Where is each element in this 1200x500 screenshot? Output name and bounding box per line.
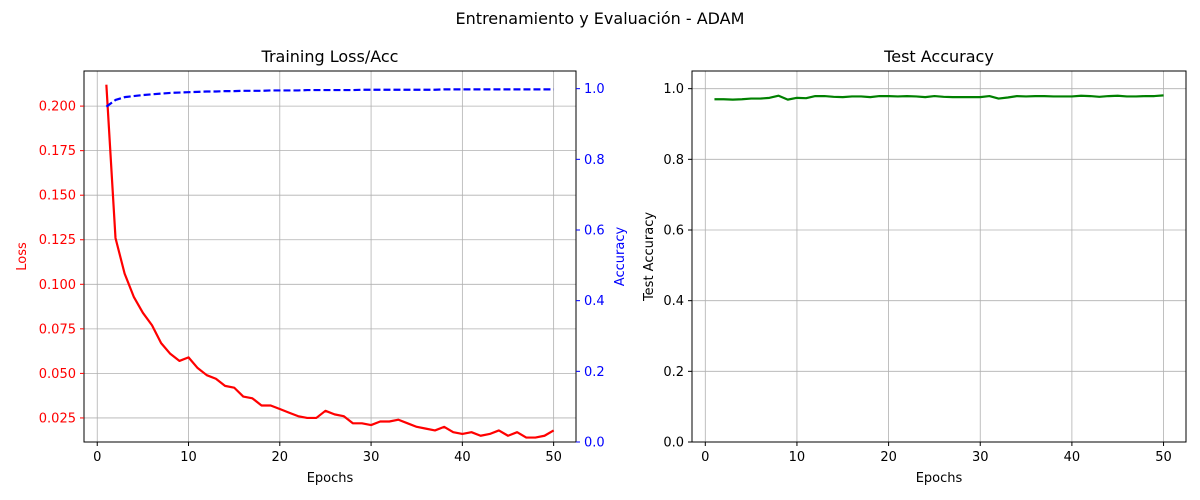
y-tick-label: 0.100: [39, 278, 76, 293]
x-tick-label: 20: [272, 450, 289, 465]
y-right-tick-label: 0.6: [584, 224, 605, 239]
grid: [692, 71, 1186, 443]
x-tick-label: 30: [972, 450, 989, 465]
y-right-tick-label: 0.4: [584, 294, 605, 309]
axes-frame: [83, 70, 577, 443]
y-tick-label: 1.0: [663, 82, 684, 97]
x-tick-label: 10: [180, 450, 197, 465]
y-tick-label: 0.2: [663, 365, 684, 380]
x-tick-label: 40: [454, 450, 471, 465]
x-tick-label: 50: [545, 450, 562, 465]
x-tick-label: 20: [880, 450, 897, 465]
y-tick-label: 0.175: [39, 144, 76, 159]
training-loss-acc-panel: 0 10 20 30 40 50 0.025 0.050 0.075 0.100 0.125 0.15…: [15, 47, 628, 486]
x-tick-label: 10: [789, 450, 806, 465]
panel-title: Training Loss/Acc: [261, 47, 399, 66]
y-tick-label: 0.4: [663, 294, 684, 309]
y-right-tick-label: 0.0: [584, 436, 605, 451]
y-tick-label: 0.150: [39, 189, 76, 204]
y-right-tick-label: 0.2: [584, 365, 605, 380]
y-tick-label: 0.025: [39, 411, 76, 426]
y-tick-label: 0.200: [39, 100, 76, 115]
y-right-axis-label: Accuracy: [613, 227, 628, 287]
grid: [84, 71, 576, 442]
y-tick-label: 0.8: [663, 153, 684, 168]
x-tick-label: 30: [363, 450, 380, 465]
x-axis-label: Epochs: [916, 471, 963, 486]
axes-frame: [691, 70, 1187, 443]
y-right-tick-label: 0.8: [584, 153, 605, 168]
panel-title: Test Accuracy: [883, 47, 994, 66]
y-axis-label: Test Accuracy: [642, 212, 657, 302]
x-tick-label: 50: [1155, 450, 1172, 465]
y-tick-label: 0.0: [663, 436, 684, 451]
x-tick-label: 0: [93, 450, 101, 465]
y-right-tick-label: 1.0: [584, 82, 605, 97]
x-axis-label: Epochs: [307, 471, 354, 486]
test-accuracy-panel: 0 10 20 30 40 50 0.0 0.2 0.4 0.6 0.8 1.0 Test Accura…: [642, 47, 1187, 486]
y-tick-label: 0.6: [663, 224, 684, 239]
y-tick-label: 0.075: [39, 322, 76, 337]
accuracy-line: [105, 88, 554, 108]
y-tick-label: 0.050: [39, 367, 76, 382]
loss-line: [105, 84, 555, 439]
x-tick-label: 40: [1064, 450, 1081, 465]
test-accuracy-line: [714, 94, 1164, 101]
figure-suptitle: Entrenamiento y Evaluación - ADAM: [456, 9, 745, 28]
x-tick-label: 0: [701, 450, 709, 465]
y-axis-label: Loss: [15, 242, 30, 271]
y-tick-label: 0.125: [39, 233, 76, 248]
